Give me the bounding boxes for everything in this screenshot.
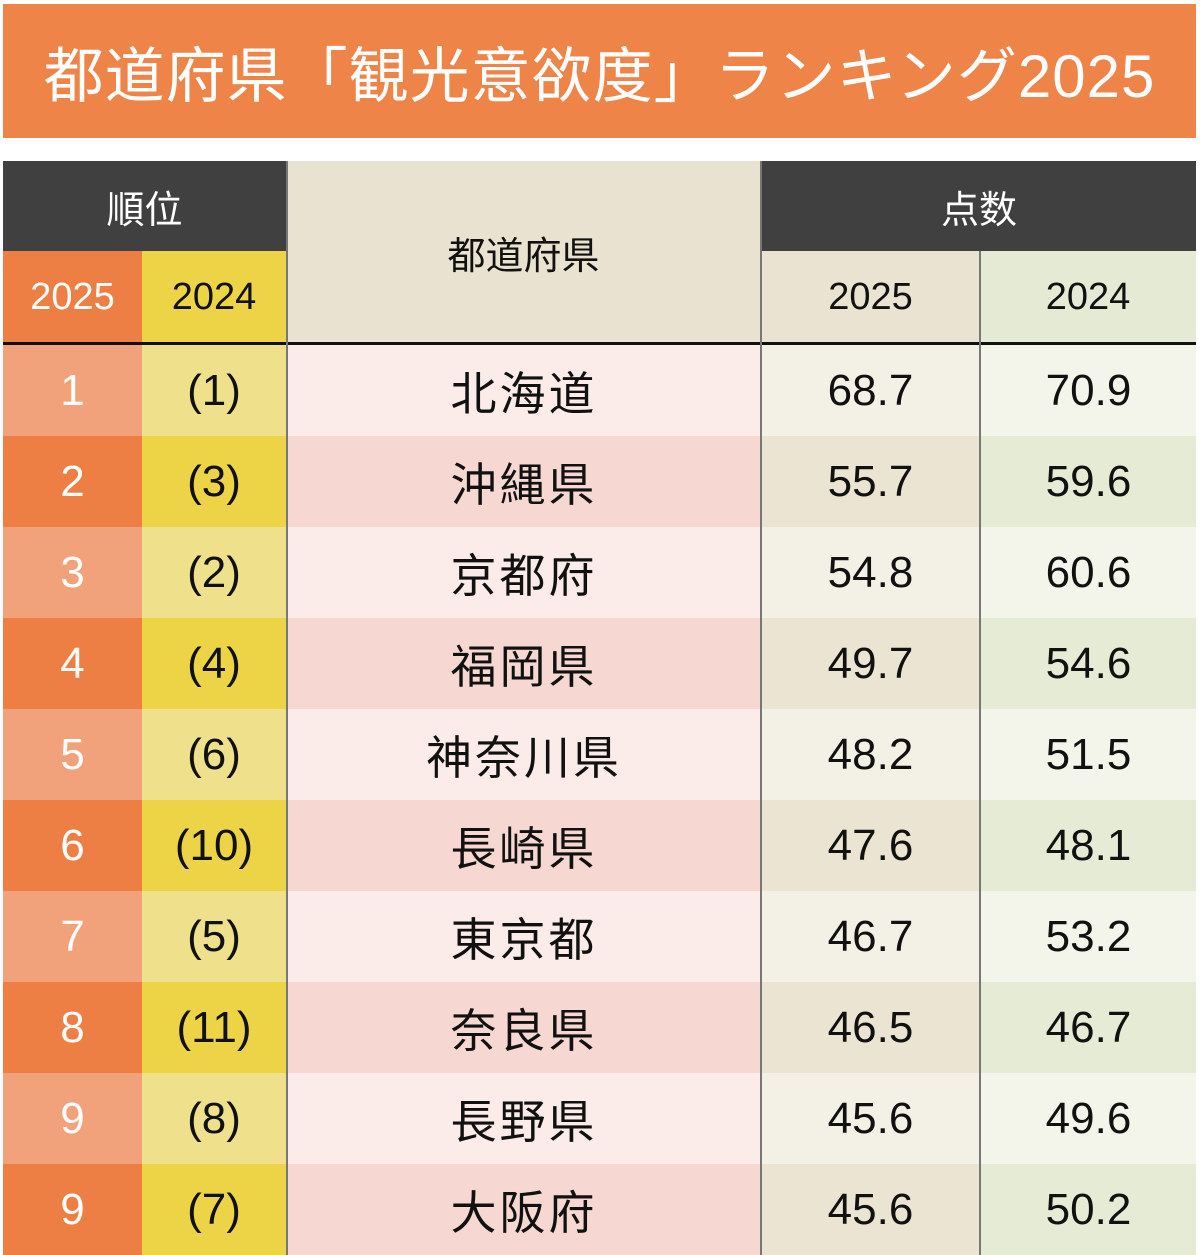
table-row: 7 (5) 東京都 46.7 53.2	[3, 891, 1196, 982]
score-2025-cell: 45.6	[762, 1073, 979, 1164]
rank-2025-cell: 9	[3, 1164, 142, 1255]
prefecture-cell: 奈良県	[288, 982, 760, 1073]
rank-2024-cell: (4)	[142, 618, 286, 709]
score-2024-cell: 60.6	[981, 527, 1196, 618]
table-row: 2 (3) 沖縄県 55.7 59.6	[3, 436, 1196, 527]
prefecture-cell: 福岡県	[288, 618, 760, 709]
rank-2024-cell: (7)	[142, 1164, 286, 1255]
column-divider	[979, 251, 981, 1255]
column-divider	[286, 161, 288, 1255]
rank-2025-cell: 2	[3, 436, 142, 527]
score-2024-cell: 53.2	[981, 891, 1196, 982]
table-row: 4 (4) 福岡県 49.7 54.6	[3, 618, 1196, 709]
rank-2024-cell: (3)	[142, 436, 286, 527]
prefecture-cell: 北海道	[288, 345, 760, 436]
score-2025-cell: 47.6	[762, 800, 979, 891]
score-2024-cell: 50.2	[981, 1164, 1196, 1255]
header-divider	[3, 342, 1196, 345]
score-2025-cell: 46.5	[762, 982, 979, 1073]
rank-2025-cell: 4	[3, 618, 142, 709]
score-2025-cell: 46.7	[762, 891, 979, 982]
rank-2024-cell: (10)	[142, 800, 286, 891]
prefecture-cell: 長崎県	[288, 800, 760, 891]
rank-2025-cell: 9	[3, 1073, 142, 1164]
table-row: 1 (1) 北海道 68.7 70.9	[3, 345, 1196, 436]
score-2024-cell: 48.1	[981, 800, 1196, 891]
rank-2025-header: 2025	[3, 251, 142, 343]
table-row: 9 (7) 大阪府 45.6 50.2	[3, 1164, 1196, 1255]
score-2025-header: 2025	[762, 251, 979, 343]
page-title: 都道府県「観光意欲度」ランキング2025	[3, 4, 1196, 138]
table-row: 8 (11) 奈良県 46.5 46.7	[3, 982, 1196, 1073]
table-row: 6 (10) 長崎県 47.6 48.1	[3, 800, 1196, 891]
score-2025-cell: 55.7	[762, 436, 979, 527]
score-2025-cell: 54.8	[762, 527, 979, 618]
prefecture-cell: 長野県	[288, 1073, 760, 1164]
score-2024-cell: 51.5	[981, 709, 1196, 800]
prefecture-cell: 沖縄県	[288, 436, 760, 527]
prefecture-cell: 東京都	[288, 891, 760, 982]
table-row: 3 (2) 京都府 54.8 60.6	[3, 527, 1196, 618]
rank-2024-cell: (11)	[142, 982, 286, 1073]
score-2025-cell: 68.7	[762, 345, 979, 436]
rank-2025-cell: 6	[3, 800, 142, 891]
score-2024-cell: 49.6	[981, 1073, 1196, 1164]
prefecture-cell: 神奈川県	[288, 709, 760, 800]
prefecture-cell: 京都府	[288, 527, 760, 618]
score-2024-cell: 59.6	[981, 436, 1196, 527]
rank-2024-cell: (5)	[142, 891, 286, 982]
rank-2024-cell: (6)	[142, 709, 286, 800]
rank-2025-cell: 5	[3, 709, 142, 800]
table-row: 5 (6) 神奈川県 48.2 51.5	[3, 709, 1196, 800]
score-header: 点数	[762, 161, 1196, 251]
rank-2025-cell: 1	[3, 345, 142, 436]
table-row: 9 (8) 長野県 45.6 49.6	[3, 1073, 1196, 1164]
rank-2024-cell: (2)	[142, 527, 286, 618]
score-2024-cell: 54.6	[981, 618, 1196, 709]
prefecture-cell: 大阪府	[288, 1164, 760, 1255]
rank-2025-cell: 3	[3, 527, 142, 618]
rank-2024-cell: (1)	[142, 345, 286, 436]
score-2024-cell: 70.9	[981, 345, 1196, 436]
score-2024-cell: 46.7	[981, 982, 1196, 1073]
table-body: 1 (1) 北海道 68.7 70.9 2 (3) 沖縄県 55.7 59.6 3 (2) 京都府 54.…	[3, 345, 1196, 1255]
rank-2024-header: 2024	[142, 251, 286, 343]
score-2025-cell: 45.6	[762, 1164, 979, 1255]
score-2025-cell: 48.2	[762, 709, 979, 800]
score-2025-cell: 49.7	[762, 618, 979, 709]
ranking-table: 順位 2025 2024 都道府県 点数 2025 2024 1 (1) 北海道 68…	[3, 161, 1196, 1255]
prefecture-header: 都道府県	[287, 161, 760, 343]
rank-2025-cell: 7	[3, 891, 142, 982]
column-divider	[760, 161, 762, 1255]
table-header: 順位 2025 2024 都道府県 点数 2025 2024	[3, 161, 1196, 345]
rank-2025-cell: 8	[3, 982, 142, 1073]
score-2024-header: 2024	[980, 251, 1196, 343]
rank-2024-cell: (8)	[142, 1073, 286, 1164]
rank-header: 順位	[3, 161, 286, 251]
